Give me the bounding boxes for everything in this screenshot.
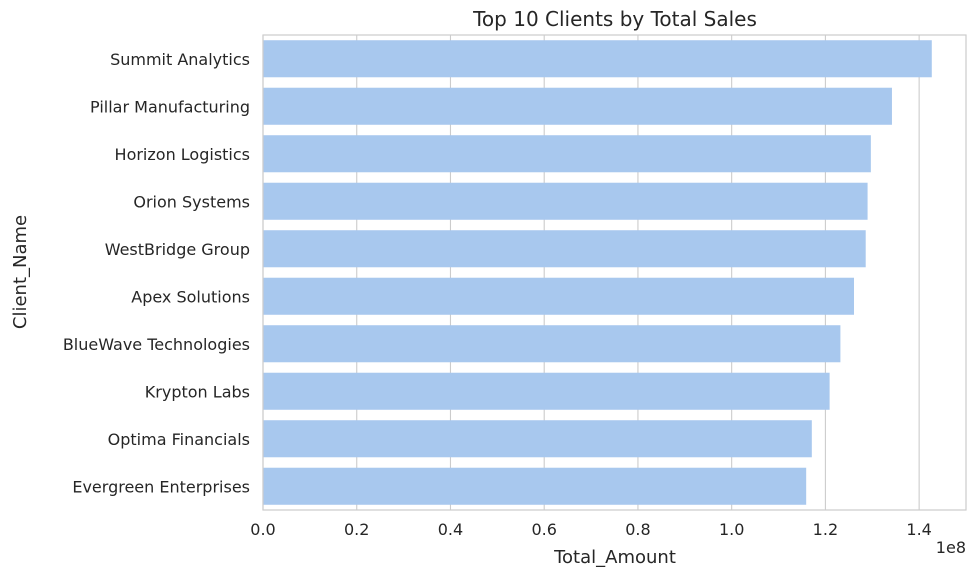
x-tick-label: 0.6 <box>531 520 556 539</box>
bar <box>263 325 841 363</box>
y-axis-title: Client_Name <box>10 215 31 329</box>
bar <box>263 40 932 78</box>
bars <box>263 40 932 505</box>
y-tick-label: WestBridge Group <box>105 240 250 259</box>
bar <box>263 135 871 173</box>
x-tick-label: 1.4 <box>906 520 931 539</box>
bar <box>263 467 807 505</box>
y-tick-label: Krypton Labs <box>145 382 250 401</box>
x-tick-label: 0.0 <box>250 520 275 539</box>
plot-frame <box>262 34 967 511</box>
y-tick-label: Optima Financials <box>108 430 250 449</box>
x-offset-label: 1e8 <box>936 538 966 557</box>
y-tick-label: Orion Systems <box>133 192 250 211</box>
chart-title: Top 10 Clients by Total Sales <box>472 7 757 31</box>
y-tick-labels: Summit Analytics Pillar Manufacturing Hori… <box>63 50 250 497</box>
y-tick-label: Pillar Manufacturing <box>90 97 250 116</box>
bar <box>263 230 866 268</box>
y-tick-label: Evergreen Enterprises <box>72 477 250 496</box>
bar <box>263 182 868 220</box>
y-tick-label: Horizon Logistics <box>115 145 250 164</box>
x-tick-label: 0.4 <box>438 520 463 539</box>
bar <box>263 420 812 458</box>
x-tick-labels: 0.0 0.2 0.4 0.6 0.8 1.0 1.2 1.4 <box>250 520 932 539</box>
x-tick-label: 0.8 <box>625 520 650 539</box>
y-tick-label: Summit Analytics <box>110 50 250 69</box>
bar <box>263 87 892 125</box>
x-tick-label: 1.2 <box>813 520 838 539</box>
y-tick-label: BlueWave Technologies <box>63 335 250 354</box>
x-tick-label: 1.0 <box>719 520 744 539</box>
x-tick-label: 0.2 <box>344 520 369 539</box>
bar <box>263 277 854 315</box>
x-axis-title: Total_Amount <box>553 547 676 568</box>
bar <box>263 372 830 410</box>
y-tick-label: Apex Solutions <box>131 287 250 306</box>
